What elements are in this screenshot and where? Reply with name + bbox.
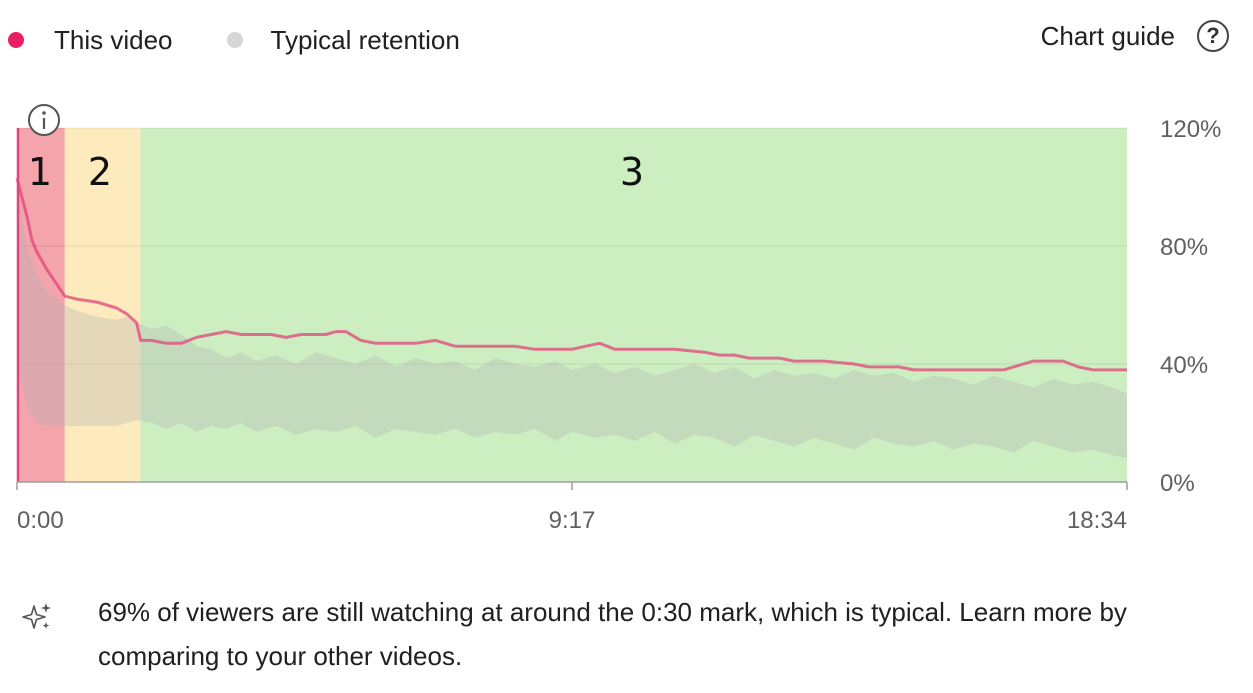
zone-3 <box>140 128 1128 482</box>
y-tick-label: 0% <box>1160 470 1195 497</box>
chart-legend: This video Typical retention <box>0 22 460 58</box>
zone-label-2: 2 <box>88 150 112 194</box>
zone-1 <box>17 128 65 482</box>
x-tick-label: 9:17 <box>549 507 596 534</box>
legend-item-this-video[interactable]: This video <box>8 25 173 56</box>
zone-label-3: 3 <box>620 150 644 194</box>
typical-retention-band <box>17 192 1127 459</box>
series-line-this-video <box>15 177 1127 372</box>
info-circle-icon <box>28 104 60 136</box>
y-tick-label: 80% <box>1160 234 1208 261</box>
y-tick-label: 120% <box>1160 116 1221 143</box>
legend-dot-typical-retention <box>226 32 243 48</box>
legend-label-typical-retention: Typical retention <box>270 24 460 55</box>
legend-dot-this-video <box>8 32 24 48</box>
x-tick-label: 0:00 <box>17 507 64 534</box>
sparkle-icon <box>22 603 51 629</box>
y-tick-label: 40% <box>1160 352 1208 379</box>
retention-chart: 1 2 3 0% 40% 80% 120% 0:00 9:17 18:34 <box>15 104 1221 534</box>
zone-label-1: 1 <box>28 150 52 194</box>
chart-guide-button[interactable]: Chart guide ? <box>1041 20 1229 52</box>
x-tick-label: 18:34 <box>1067 507 1127 534</box>
question-circle-icon[interactable]: ? <box>1197 20 1229 52</box>
legend-label-this-video: This video <box>54 24 173 55</box>
insight-text: 69% of viewers are still watching at aro… <box>98 597 1127 671</box>
chart-guide-label: Chart guide <box>1040 20 1175 51</box>
legend-item-typical-retention[interactable]: Typical retention <box>226 24 460 56</box>
info-icon-dot <box>42 111 46 115</box>
